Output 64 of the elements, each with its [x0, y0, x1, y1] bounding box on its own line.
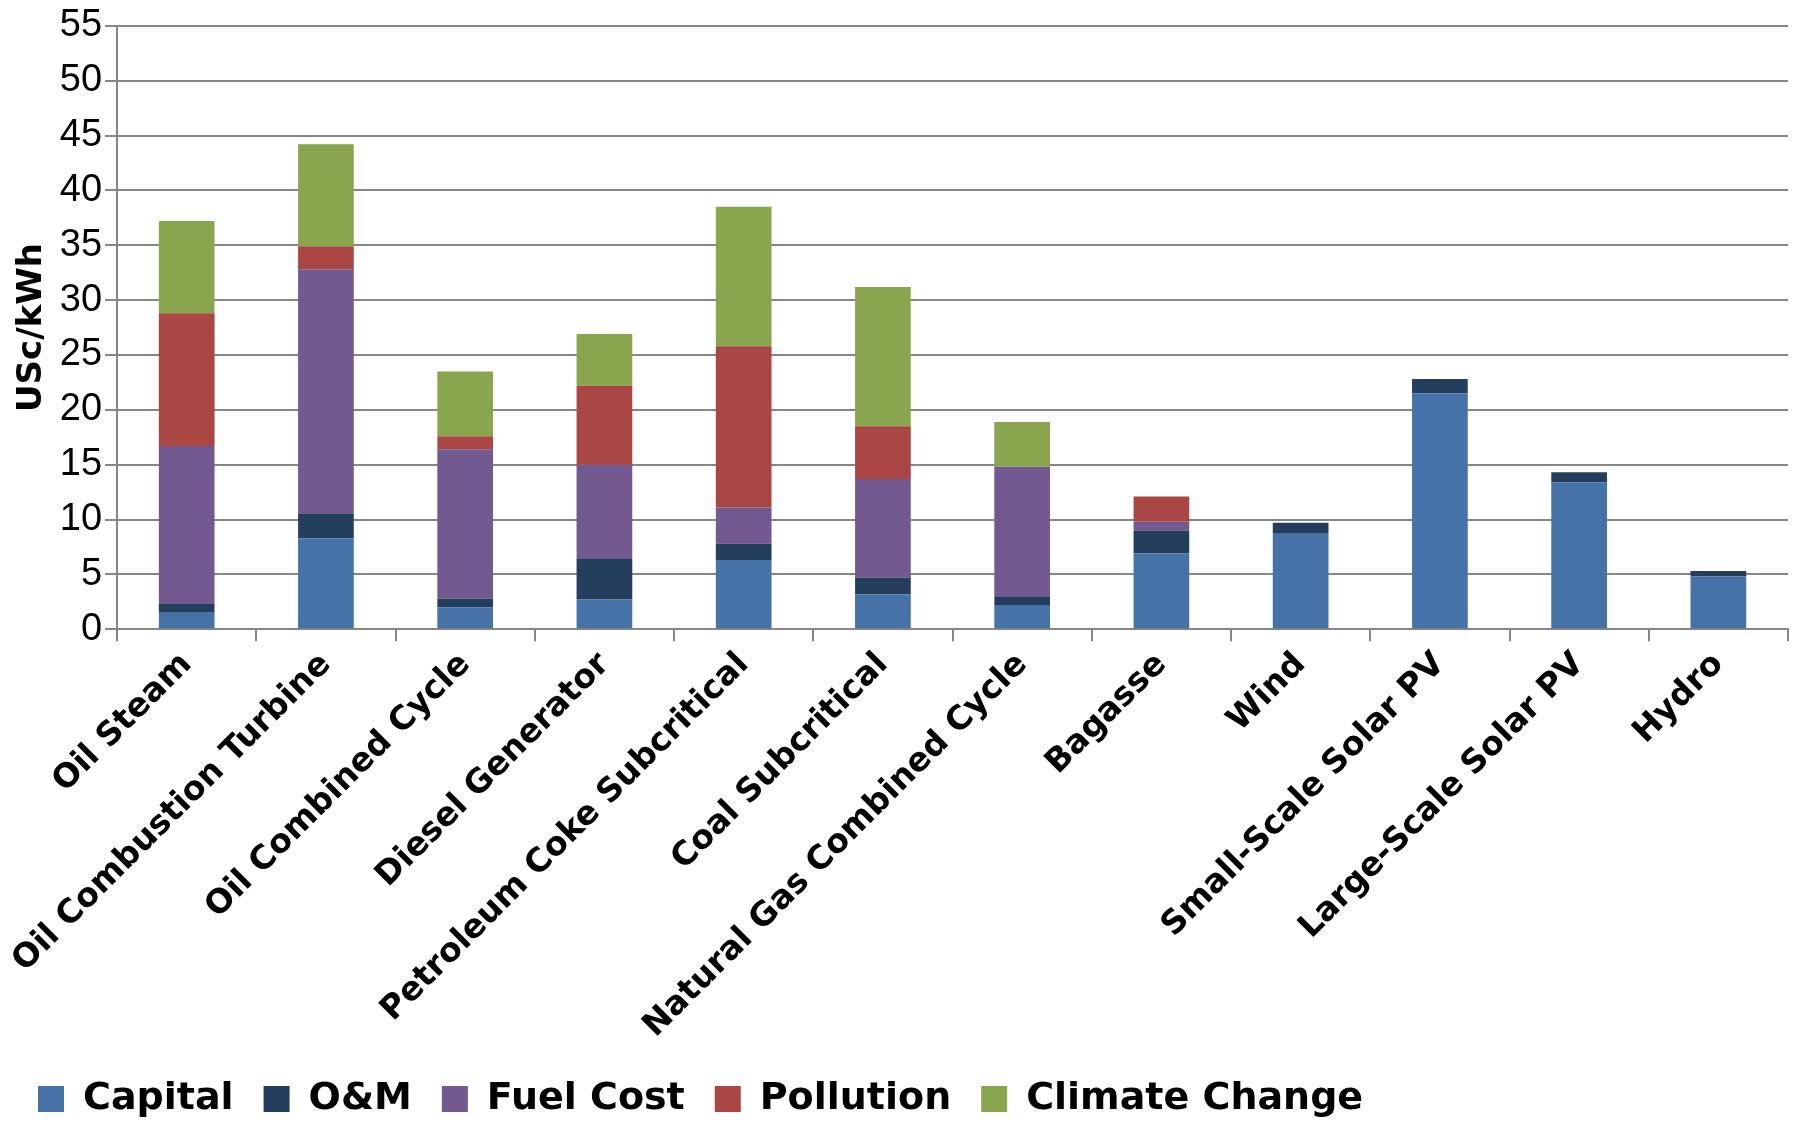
bar — [1551, 472, 1607, 483]
bar — [576, 334, 633, 386]
legend-label: Capital — [83, 1073, 234, 1118]
bar — [715, 346, 772, 508]
bar — [994, 421, 1051, 467]
bar — [1133, 496, 1190, 522]
bar — [437, 598, 494, 608]
bar — [158, 612, 215, 629]
bar — [855, 478, 911, 578]
bar — [298, 269, 354, 515]
y-tick-label: 0 — [80, 605, 103, 648]
y-tick-label: 55 — [59, 2, 103, 45]
bar — [715, 507, 772, 544]
legend-label: Pollution — [759, 1073, 952, 1118]
bar — [855, 594, 911, 629]
bar — [1133, 521, 1190, 531]
bar — [855, 426, 911, 479]
bar — [715, 560, 772, 629]
y-axis-title: USc/kWh — [9, 243, 50, 413]
bar — [1133, 553, 1190, 629]
bar — [437, 436, 494, 450]
bar — [715, 206, 772, 347]
bar — [437, 607, 494, 629]
bar — [298, 514, 354, 539]
legend-label: Fuel Cost — [486, 1073, 685, 1118]
y-tick-label: 35 — [59, 221, 103, 264]
bar — [1272, 522, 1329, 534]
bar — [994, 466, 1051, 597]
y-tick-label: 10 — [59, 496, 103, 539]
bar — [158, 604, 215, 613]
y-tick-label: 20 — [59, 386, 103, 429]
y-tick-label: 5 — [80, 550, 103, 593]
bar — [576, 599, 633, 629]
bar — [576, 464, 633, 560]
bar — [1690, 576, 1747, 629]
bar — [158, 221, 215, 314]
bar — [1412, 379, 1468, 394]
bar — [576, 559, 633, 600]
bar — [994, 596, 1051, 606]
bar — [994, 605, 1051, 629]
bar — [158, 313, 215, 447]
bar — [298, 538, 354, 629]
bar — [158, 446, 215, 604]
bar — [715, 543, 772, 561]
y-tick-label: 50 — [59, 57, 103, 100]
bar — [437, 371, 494, 437]
y-tick-label: 45 — [59, 112, 103, 154]
y-tick-label: 40 — [59, 166, 103, 209]
bar — [1133, 530, 1190, 554]
bar — [855, 286, 911, 427]
y-tick-label: 25 — [59, 331, 103, 374]
bar — [298, 144, 354, 247]
bar — [855, 577, 911, 595]
legend-label: O&M — [308, 1073, 412, 1118]
y-tick-label: 15 — [59, 441, 103, 484]
y-tick-label: 30 — [59, 276, 103, 319]
bar — [1412, 393, 1468, 629]
bar — [1272, 533, 1329, 629]
bar — [576, 385, 633, 465]
bar — [1551, 482, 1607, 629]
bar — [298, 246, 354, 270]
bar — [1690, 571, 1747, 577]
legend-label: Climate Change — [1026, 1073, 1364, 1118]
bar — [437, 449, 494, 599]
